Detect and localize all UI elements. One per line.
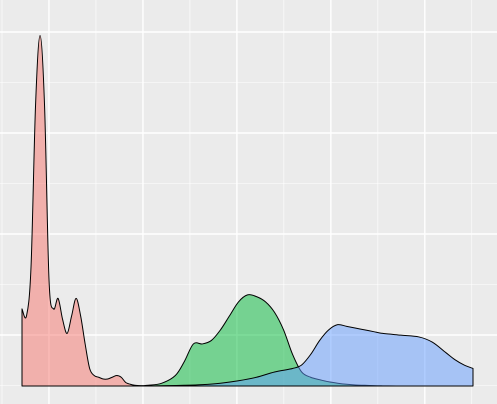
density-areas bbox=[21, 35, 474, 387]
density-area-1 bbox=[21, 35, 145, 387]
density-area-3 bbox=[147, 324, 474, 387]
